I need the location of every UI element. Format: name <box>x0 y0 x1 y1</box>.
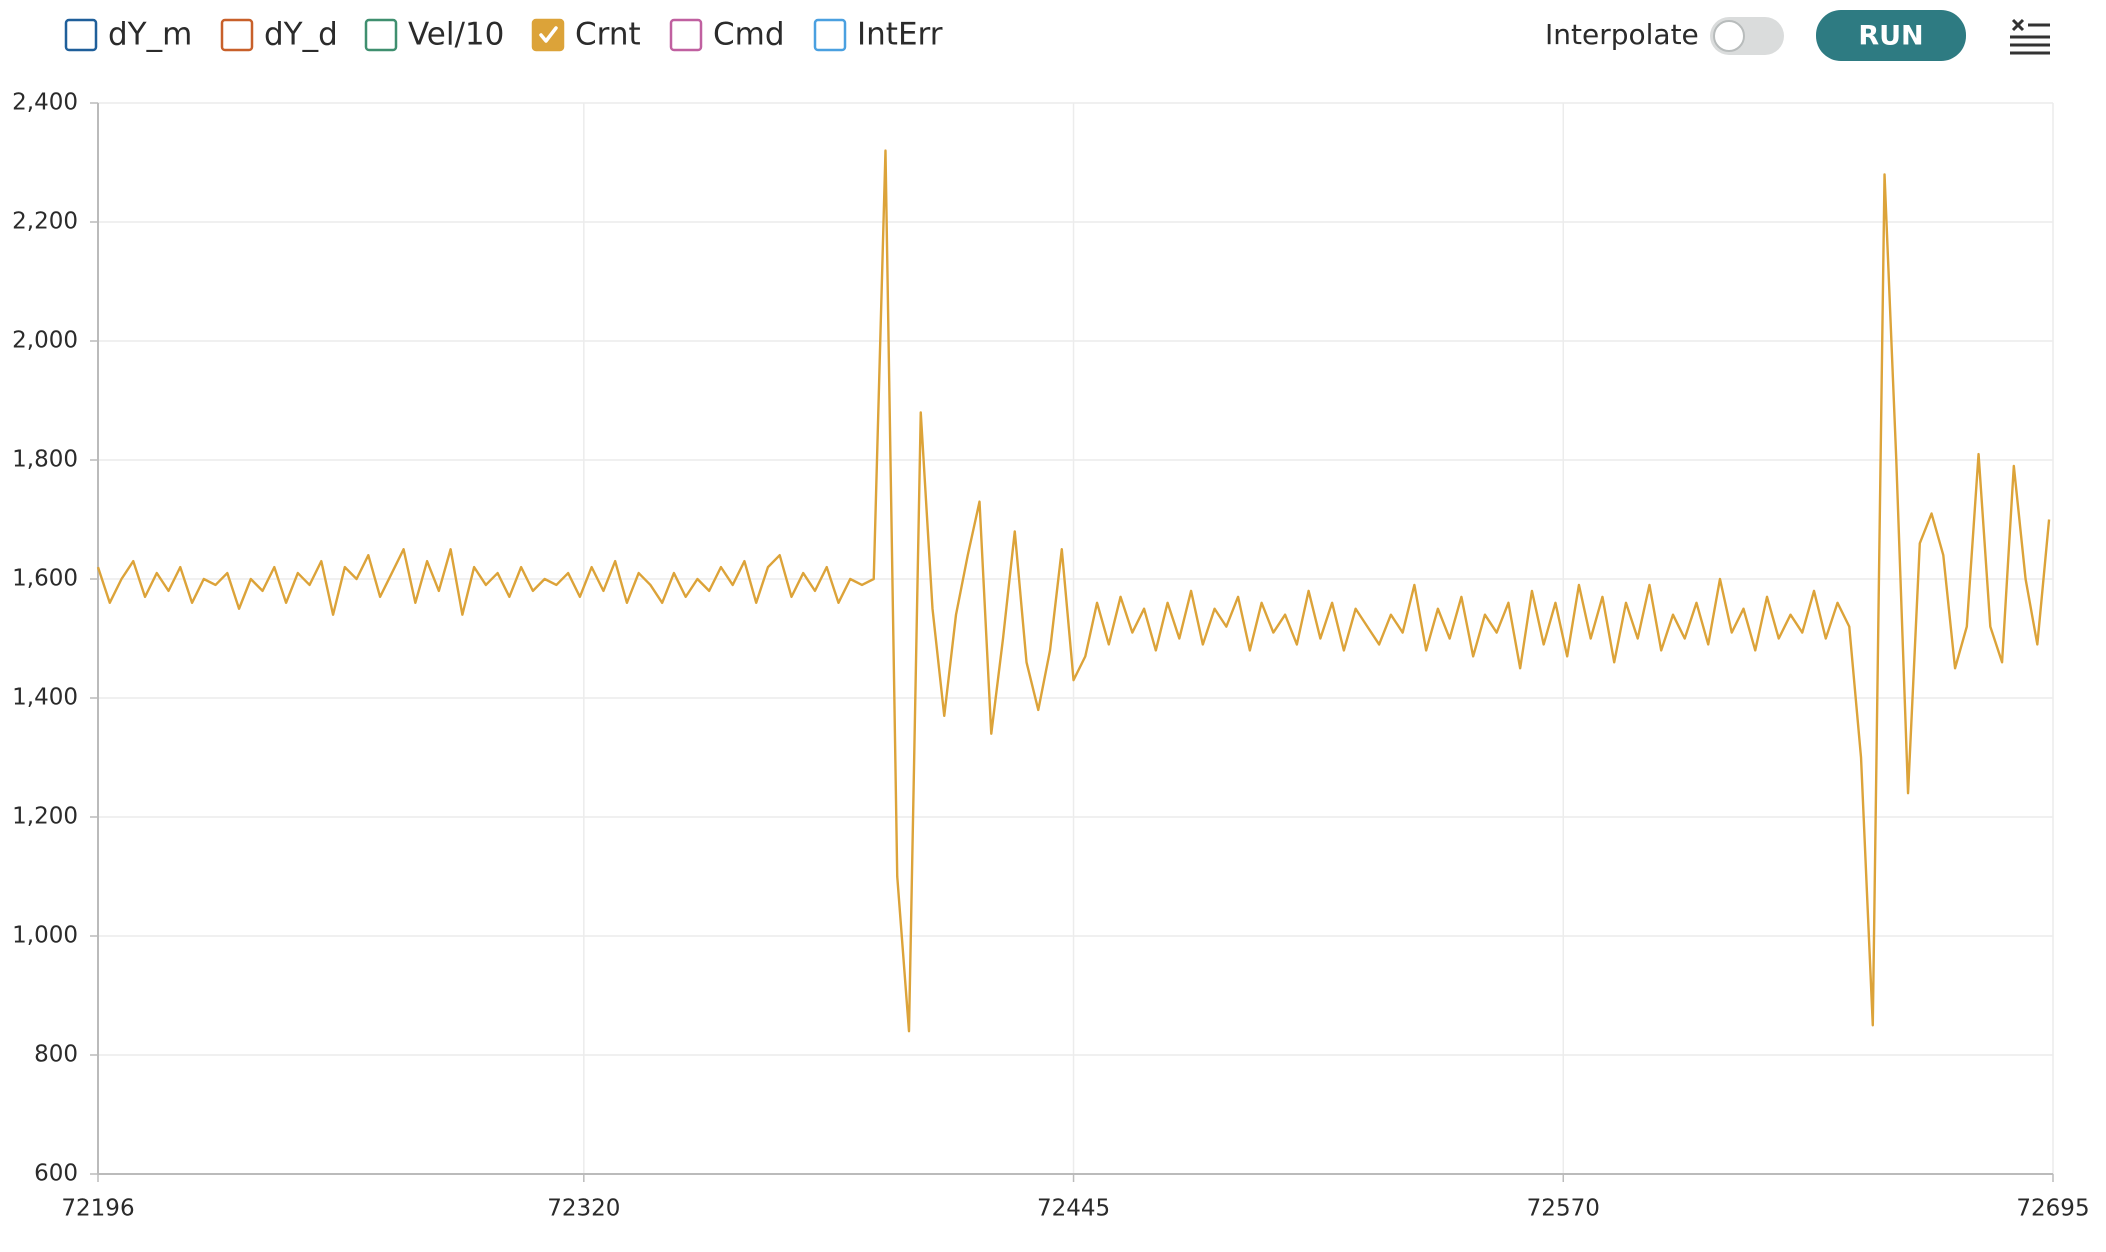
y-tick-label: 800 <box>34 1042 78 1068</box>
legend-label[interactable]: Crnt <box>575 17 641 53</box>
legend-checkbox[interactable] <box>64 18 98 52</box>
icon-lines[interactable] <box>2010 23 2050 55</box>
run-button[interactable]: RUN <box>1816 10 1966 61</box>
y-tick-label: 1,200 <box>12 804 78 830</box>
series-line <box>96 149 2051 1033</box>
legend-label[interactable]: dY_d <box>264 17 338 53</box>
run-button-bg[interactable] <box>1816 10 1966 61</box>
legend-label[interactable]: IntErr <box>857 17 943 53</box>
legend-checkbox[interactable] <box>220 18 254 52</box>
x-tick-label: 72320 <box>547 1196 620 1222</box>
legend-label[interactable]: Cmd <box>713 17 785 53</box>
x-tick-label: 72570 <box>1527 1196 1600 1222</box>
clear-menu-icon[interactable] <box>2010 18 2050 55</box>
y-tick-label: 2,400 <box>12 90 78 116</box>
y-tick-label: 2,200 <box>12 209 78 235</box>
interpolate-toggle[interactable] <box>1710 17 1784 55</box>
x-tick-label: 72445 <box>1037 1196 1110 1222</box>
y-tick-label: 1,000 <box>12 923 78 949</box>
run-button-label[interactable]: RUN <box>1858 21 1923 52</box>
y-tick-label: 2,000 <box>12 328 78 354</box>
y-tick-label: 600 <box>34 1161 78 1187</box>
legend-label[interactable]: Vel/10 <box>408 17 504 53</box>
y-tick-label: 1,600 <box>12 566 78 592</box>
y-tick-label: 1,800 <box>12 447 78 473</box>
legend-checkbox[interactable] <box>364 18 398 52</box>
legend-checkbox[interactable] <box>669 18 703 52</box>
legend-label[interactable]: dY_m <box>108 17 192 53</box>
x-tick-label: 72695 <box>2016 1196 2089 1222</box>
toggle-knob[interactable] <box>1713 20 1745 52</box>
y-tick-label: 1,400 <box>12 685 78 711</box>
checkmark[interactable] <box>539 26 558 43</box>
interpolate-label: Interpolate <box>1545 18 1699 51</box>
icon-x[interactable] <box>2011 18 2025 32</box>
legend-checkbox[interactable] <box>531 18 565 52</box>
x-tick-label: 72196 <box>61 1196 134 1222</box>
legend-checkbox[interactable] <box>813 18 847 52</box>
